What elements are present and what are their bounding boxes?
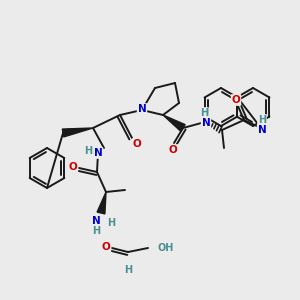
Text: N: N [138,104,146,114]
Polygon shape [97,192,106,214]
Text: O: O [169,145,177,155]
Text: H: H [124,265,132,275]
Text: H: H [92,226,100,236]
Text: O: O [232,95,240,105]
Text: H: H [200,108,208,118]
Text: H: H [107,218,115,228]
Text: N: N [94,148,102,158]
Text: H: H [84,146,92,156]
Text: O: O [69,162,77,172]
Text: N: N [92,216,100,226]
Text: N: N [202,118,210,128]
Polygon shape [62,128,93,137]
Text: H: H [258,115,266,125]
Text: N: N [258,125,266,135]
Text: OH: OH [158,243,174,253]
Text: O: O [102,242,110,252]
Polygon shape [163,115,185,131]
Text: O: O [133,139,141,149]
